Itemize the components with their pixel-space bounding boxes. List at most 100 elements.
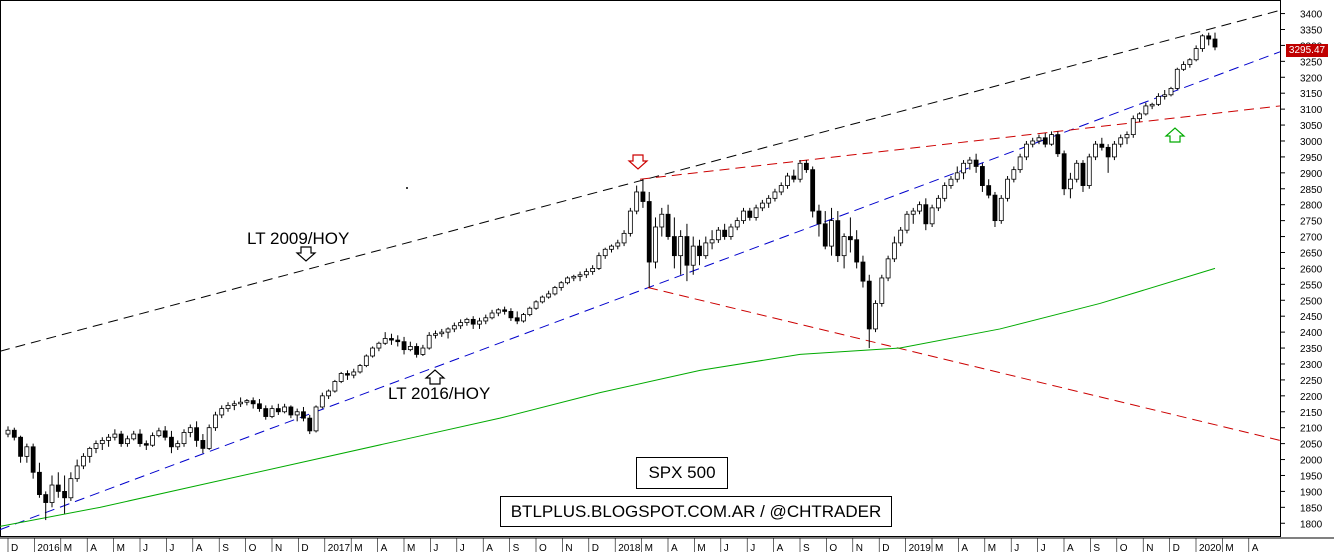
- candle-body: [194, 427, 199, 441]
- candle-body: [1080, 162, 1086, 186]
- candle-body: [891, 242, 897, 260]
- candle-body: [112, 433, 118, 438]
- candle-body: [961, 162, 966, 174]
- y-tick-label: 2750: [1300, 217, 1323, 228]
- candle-body: [521, 314, 526, 322]
- breakout-arrow-icon: [1164, 127, 1186, 143]
- candle-body: [778, 185, 784, 193]
- candle-body: [55, 484, 61, 492]
- candle-body: [376, 342, 382, 349]
- candle-body: [634, 191, 640, 212]
- candle-body: [282, 406, 288, 413]
- candle-body: [992, 194, 998, 222]
- candle-body: [967, 159, 973, 164]
- candle-body: [1024, 143, 1029, 158]
- x-tick-label: J: [143, 543, 148, 554]
- candle-body: [1074, 162, 1080, 180]
- x-tick-label: A: [777, 543, 784, 554]
- x-tick-label: D: [592, 543, 599, 554]
- x-tick-label: 2016: [37, 543, 60, 554]
- candle-body: [810, 169, 816, 212]
- y-tick-label: 3250: [1300, 57, 1323, 68]
- x-tick-label: A: [1252, 543, 1259, 554]
- top-arrow-icon: [627, 154, 649, 170]
- y-tick-label: 3050: [1300, 121, 1323, 132]
- candle-body: [389, 338, 394, 341]
- candle-body: [1055, 134, 1061, 155]
- candle-body: [1130, 118, 1136, 136]
- candle-body: [822, 223, 828, 247]
- x-tick-label: J: [724, 543, 729, 554]
- candle-body: [709, 239, 715, 244]
- candle-body: [621, 232, 627, 244]
- candle-body: [11, 429, 17, 438]
- candle-body: [49, 484, 55, 503]
- lt-2016-label: LT 2016/HOY: [388, 384, 491, 403]
- candle-body: [1112, 143, 1117, 158]
- candle-body: [948, 178, 954, 186]
- candle-body: [118, 433, 124, 445]
- x-tick-label: M: [645, 543, 653, 554]
- candle-body: [973, 159, 979, 167]
- y-tick-label: 2050: [1300, 440, 1323, 451]
- y-tick-label: 3350: [1300, 25, 1323, 36]
- y-tick-label: 2800: [1300, 201, 1323, 212]
- candle-body: [458, 322, 464, 327]
- candle-body: [357, 365, 363, 373]
- candle-body: [653, 226, 658, 263]
- candle-body: [841, 236, 847, 257]
- lt-2009-arrow-icon: [295, 246, 317, 262]
- candle-body: [169, 436, 174, 448]
- candle-body: [565, 277, 570, 284]
- x-tick-label: M: [117, 543, 125, 554]
- candle-body: [527, 307, 533, 315]
- candle-body: [514, 317, 520, 322]
- candle-body: [125, 438, 130, 445]
- y-tick-label: 2300: [1300, 360, 1323, 371]
- y-tick-label: 1850: [1300, 503, 1323, 514]
- candle-body: [847, 236, 853, 241]
- candle-body: [131, 433, 137, 440]
- y-tick-label: 3200: [1300, 73, 1323, 84]
- candle-body: [175, 443, 181, 448]
- y-tick-label: 2450: [1300, 312, 1323, 323]
- candle-body: [552, 287, 558, 295]
- candle-body: [483, 317, 489, 322]
- candle-body: [998, 197, 1004, 222]
- candle-body: [854, 239, 860, 263]
- y-tick-label: 3000: [1300, 137, 1323, 148]
- candle-body: [898, 229, 904, 244]
- x-tick-label: D: [882, 543, 889, 554]
- x-tick-label: 2018: [618, 543, 641, 554]
- candle-body: [1061, 153, 1067, 190]
- x-tick-label: A: [381, 543, 388, 554]
- candle-body: [257, 403, 262, 409]
- x-tick-label: J: [433, 543, 438, 554]
- x-tick-label: J: [1014, 543, 1019, 554]
- candle-body: [722, 229, 728, 237]
- candle-body: [93, 443, 99, 449]
- candle-body: [954, 172, 960, 180]
- y-tick-label: 2000: [1300, 456, 1323, 467]
- candle-body: [929, 207, 935, 225]
- candle-body: [1206, 35, 1212, 40]
- candle-body: [206, 427, 212, 449]
- x-tick-label: S: [513, 543, 520, 554]
- candle-body: [791, 175, 797, 180]
- y-tick-label: 2200: [1300, 392, 1323, 403]
- x-tick-label: A: [961, 543, 968, 554]
- candle-body: [363, 355, 369, 366]
- candle-body: [1030, 140, 1036, 145]
- x-tick-label: D: [11, 543, 18, 554]
- candle-body: [74, 465, 80, 480]
- candle-body: [43, 494, 49, 503]
- candle-body: [1149, 103, 1155, 107]
- x-tick-label: O: [249, 543, 257, 554]
- candle-body: [734, 220, 740, 228]
- candle-body: [231, 403, 237, 406]
- y-tick-label: 3400: [1300, 10, 1323, 21]
- y-tick-label: 2400: [1300, 328, 1323, 339]
- x-tick-label: M: [935, 543, 943, 554]
- candle-body: [382, 338, 388, 344]
- candle-body: [37, 471, 42, 495]
